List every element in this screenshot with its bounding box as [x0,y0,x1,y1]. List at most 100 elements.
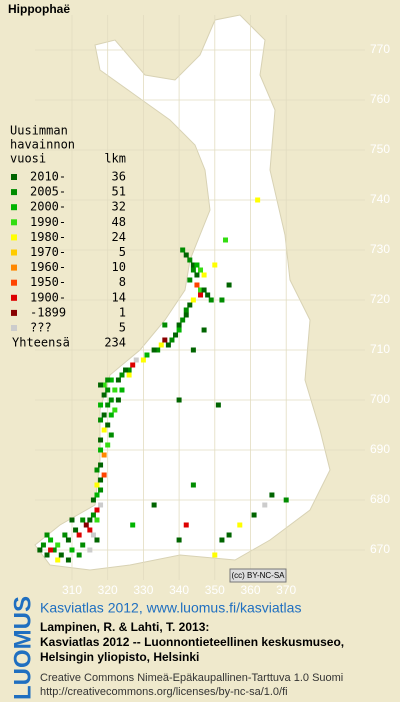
occurrence-square [98,487,104,493]
occurrence-square [87,527,93,533]
occurrence-square [44,532,50,538]
occurrence-square [98,437,104,443]
legend-count: 14 [112,290,126,304]
occurrence-square [65,537,71,543]
cc-badge-text: (cc) BY-NC-SA [231,571,285,580]
occurrence-square [176,322,182,328]
x-tick-label: 330 [133,583,153,597]
y-tick-label: 760 [370,92,390,106]
license: Creative Commons Nimeä-Epäkaupallinen-Ta… [40,672,343,684]
citation: Kasviatlas 2012 -- Luonnontieteellinen k… [40,635,344,649]
occurrence-square [176,327,182,333]
x-tick-label: 340 [169,583,189,597]
occurrence-square [219,537,225,543]
occurrence-square [226,282,232,288]
legend-label: 2005- [30,185,66,199]
y-tick-label: 670 [370,542,390,556]
legend-label: 1950- [30,275,66,289]
legend-swatch [11,234,17,241]
occurrence-square [101,392,107,398]
occurrence-square [87,517,93,523]
occurrence-square [108,377,114,383]
legend-count: 8 [119,275,126,289]
occurrence-square [140,357,146,363]
legend-swatch [11,264,17,271]
x-tick-label: 370 [276,583,296,597]
legend-count: 48 [112,215,126,229]
occurrence-square [98,417,104,423]
occurrence-square [69,517,75,523]
legend-swatch [11,204,17,211]
occurrence-square [251,512,257,518]
x-tick-label: 310 [62,583,82,597]
occurrence-square [76,552,82,558]
occurrence-square [237,522,243,528]
occurrence-square [130,522,136,528]
occurrence-square [87,547,93,553]
occurrence-square [123,367,129,373]
citation: Lampinen, R. & Lahti, T. 2013: [40,620,209,634]
y-tick-label: 720 [370,292,390,306]
legend-count: 32 [112,200,126,214]
occurrence-square [98,382,104,388]
occurrence-square [37,547,43,553]
occurrence-square [101,412,107,418]
occurrence-square [190,297,196,303]
occurrence-square [105,442,111,448]
occurrence-square [215,402,221,408]
y-tick-label: 680 [370,492,390,506]
occurrence-square [162,337,168,343]
occurrence-square [208,297,214,303]
occurrence-square [223,237,229,243]
y-tick-label: 690 [370,442,390,456]
occurrence-square [183,522,189,528]
y-tick-label: 740 [370,192,390,206]
link: Kasviatlas 2012, www.luomus.fi/kasviatla… [40,600,301,616]
occurrence-square [55,557,61,563]
legend-label: 1970- [30,245,66,259]
occurrence-square [105,402,111,408]
legend-swatch [11,325,17,331]
legend-count: 5 [119,321,126,335]
legend-total: 234 [104,336,126,350]
occurrence-square [162,322,168,328]
occurrence-square [190,482,196,488]
occurrence-square [194,282,200,288]
occurrence-square [169,337,175,343]
occurrence-square [105,387,111,393]
y-tick-label: 770 [370,42,390,56]
occurrence-square [108,432,114,438]
occurrence-square [151,347,157,353]
legend-count: 10 [112,260,126,274]
occurrence-square [183,252,189,258]
cc-badge [229,568,287,583]
occurrence-square [48,537,54,543]
occurrence-square [194,272,200,278]
occurrence-square [183,307,189,313]
occurrence-square [40,542,46,548]
occurrence-square [90,532,96,538]
map-title: Hippophaë [8,2,70,16]
legend-label: -1899 [30,305,66,319]
occurrence-square [198,292,204,298]
occurrence-square [94,492,100,498]
legend-swatch [11,189,17,196]
occurrence-square [133,357,139,363]
occurrence-square [98,447,104,453]
occurrence-square [201,287,207,293]
y-tick-label: 750 [370,142,390,156]
occurrence-square [55,542,61,548]
occurrence-square [187,302,193,308]
occurrence-square [105,422,111,428]
occurrence-square [90,497,96,503]
occurrence-square [180,247,186,253]
occurrence-square [262,502,268,508]
legend-count: 24 [112,230,126,244]
occurrence-square [219,297,225,303]
occurrence-square [101,472,107,478]
occurrence-square [176,397,182,403]
legend-swatch [11,219,17,226]
